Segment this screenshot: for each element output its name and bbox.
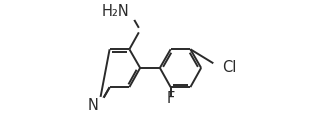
Text: N: N (88, 98, 99, 113)
Text: F: F (167, 91, 175, 106)
Text: Cl: Cl (223, 60, 237, 75)
Text: H₂N: H₂N (102, 4, 129, 19)
